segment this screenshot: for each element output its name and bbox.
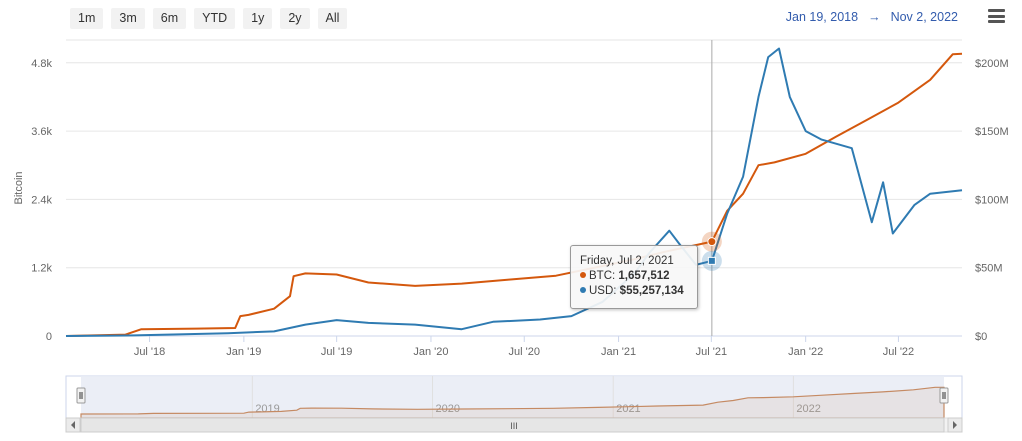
hamburger-menu-icon[interactable] — [988, 9, 1005, 23]
y-left-tick-label: 1.2k — [31, 263, 52, 275]
tooltip-usd-value: $55,257,134 — [619, 285, 684, 297]
range-button-6m[interactable]: 6m — [152, 8, 187, 29]
range-selector: 1m 3m 6m YTD 1y 2y All — [70, 8, 348, 29]
range-button-3m[interactable]: 3m — [111, 8, 145, 29]
x-tick-label: Jan '19 — [226, 346, 261, 358]
usd-hover-point — [707, 256, 716, 265]
y-left-tick-label: 0 — [46, 331, 52, 343]
y-right-tick-label: $50M — [975, 263, 1003, 275]
y-right-tick-label: $0 — [975, 331, 987, 343]
arrow-right-icon: → — [868, 10, 881, 24]
date-from[interactable]: Jan 19, 2018 — [785, 10, 859, 24]
x-tick-label: Jul '21 — [696, 346, 727, 358]
navigator-series — [80, 386, 945, 419]
tooltip-btc-row: BTC: 1,657,512 — [580, 269, 688, 284]
date-to[interactable]: Nov 2, 2022 — [890, 10, 958, 24]
scroll-right-arrow-icon — [953, 421, 957, 429]
navigator-handle-left[interactable] — [76, 387, 86, 404]
y-right-tick-label: $200M — [975, 58, 1009, 70]
x-tick-label: Jul '20 — [509, 346, 540, 358]
scroll-left-arrow-icon — [71, 421, 75, 429]
navigator-year-label: 2022 — [796, 403, 820, 415]
y-right-tick-label: $100M — [975, 194, 1009, 206]
tooltip: Friday, Jul 2, 2021 BTC: 1,657,512 USD: … — [570, 245, 698, 309]
scrollbar-grip-icon: III — [510, 421, 518, 431]
navigator-handle-right[interactable] — [939, 387, 949, 404]
range-button-2y[interactable]: 2y — [280, 8, 310, 29]
x-tick-label: Jul '22 — [883, 346, 914, 358]
x-tick-label: Jul '18 — [134, 346, 165, 358]
usd-dot-icon — [580, 287, 586, 293]
btc-dot-icon — [580, 272, 586, 278]
x-tick-label: Jan '20 — [413, 346, 448, 358]
tooltip-btc-value: 1,657,512 — [618, 270, 670, 282]
scrollbar-thumb[interactable] — [80, 417, 945, 433]
tooltip-date: Friday, Jul 2, 2021 — [580, 255, 674, 267]
y-left-tick-label: 4.8k — [31, 58, 52, 70]
y-left-tick-label: 2.4k — [31, 194, 52, 206]
tooltip-btc-label: BTC: — [589, 270, 619, 282]
x-tick-label: Jul '19 — [321, 346, 352, 358]
y-axis-title: Bitcoin — [13, 171, 25, 204]
range-button-ytd[interactable]: YTD — [194, 8, 236, 29]
series-line-btc — [65, 52, 963, 337]
date-range-display: Jan 19, 2018 → Nov 2, 2022 — [786, 10, 958, 24]
range-button-1m[interactable]: 1m — [70, 8, 104, 29]
x-tick-label: Jan '21 — [601, 346, 636, 358]
btc-hover-point — [707, 237, 717, 247]
tooltip-usd-row: USD: $55,257,134 — [580, 284, 688, 299]
tooltip-usd-label: USD: — [589, 285, 620, 297]
x-tick-label: Jan '22 — [788, 346, 823, 358]
y-left-tick-label: 3.6k — [31, 126, 52, 138]
range-button-1y[interactable]: 1y — [243, 8, 273, 29]
series-line-usd — [65, 47, 963, 337]
range-button-all[interactable]: All — [317, 8, 348, 29]
y-right-tick-label: $150M — [975, 126, 1009, 138]
